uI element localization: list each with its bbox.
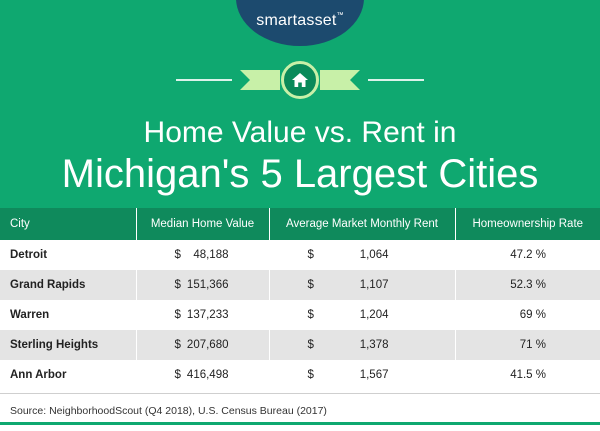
home-value-cell: $48,188 bbox=[136, 240, 270, 270]
column-header-city: City bbox=[0, 208, 137, 240]
divider-line-left bbox=[176, 79, 232, 81]
logo-badge: smartasset™ bbox=[236, 0, 364, 46]
city-cell: Ann Arbor bbox=[0, 360, 137, 390]
table-row: Ann Arbor $416,498 $1,567 41.5 % bbox=[0, 360, 600, 390]
column-header-median-home-value: Median Home Value bbox=[136, 208, 270, 240]
table-row: Sterling Heights $207,680 $1,378 71 % bbox=[0, 330, 600, 360]
city-cell: Detroit bbox=[0, 240, 137, 270]
home-value-cell: $151,366 bbox=[136, 270, 270, 300]
rent-cell: $1,378 bbox=[269, 330, 456, 360]
ribbon-left bbox=[240, 70, 280, 90]
city-cell: Warren bbox=[0, 300, 137, 330]
home-icon bbox=[281, 61, 319, 99]
column-header-homeownership-rate: Homeownership Rate bbox=[455, 208, 600, 240]
data-table: City Median Home Value Average Market Mo… bbox=[0, 208, 600, 390]
home-value-cell: $137,233 bbox=[136, 300, 270, 330]
rate-cell: 47.2 % bbox=[455, 240, 600, 270]
table-row: Detroit $48,188 $1,064 47.2 % bbox=[0, 240, 600, 270]
rate-cell: 69 % bbox=[455, 300, 600, 330]
rent-cell: $1,567 bbox=[269, 360, 456, 390]
home-value-cell: $416,498 bbox=[136, 360, 270, 390]
smartasset-logo: smartasset™ bbox=[256, 12, 344, 29]
home-value-cell: $207,680 bbox=[136, 330, 270, 360]
divider-line-right bbox=[368, 79, 424, 81]
rent-cell: $1,204 bbox=[269, 300, 456, 330]
rate-cell: 41.5 % bbox=[455, 360, 600, 390]
column-header-average-rent: Average Market Monthly Rent bbox=[269, 208, 456, 240]
title-line-2: Michigan's 5 Largest Cities bbox=[61, 152, 539, 196]
ribbon-divider bbox=[0, 60, 600, 100]
rate-cell: 52.3 % bbox=[455, 270, 600, 300]
table-row: Grand Rapids $151,366 $1,107 52.3 % bbox=[0, 270, 600, 300]
city-cell: Grand Rapids bbox=[0, 270, 137, 300]
title-line-1: Home Value vs. Rent in bbox=[143, 116, 457, 149]
table-header-row: City Median Home Value Average Market Mo… bbox=[0, 208, 600, 240]
header-banner: smartasset™ Home Value vs. Rent in Michi… bbox=[0, 0, 600, 208]
ribbon-right bbox=[320, 70, 360, 90]
city-cell: Sterling Heights bbox=[0, 330, 137, 360]
rate-cell: 71 % bbox=[455, 330, 600, 360]
rent-cell: $1,064 bbox=[269, 240, 456, 270]
source-note: Source: NeighborhoodScout (Q4 2018), U.S… bbox=[0, 393, 600, 431]
table-row: Warren $137,233 $1,204 69 % bbox=[0, 300, 600, 330]
rent-cell: $1,107 bbox=[269, 270, 456, 300]
